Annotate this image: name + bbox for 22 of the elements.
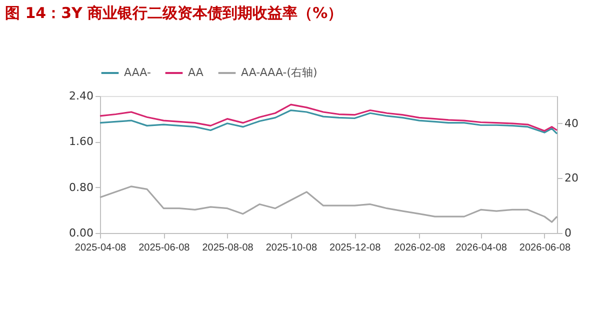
legend-label: AA-AAA-(右轴) bbox=[241, 66, 318, 79]
line-series bbox=[99, 104, 558, 132]
chart-title: 图 14：3Y 商业银行二级资本债到期收益率（%） bbox=[5, 4, 343, 22]
y-tick-label: 0.80 bbox=[69, 180, 94, 194]
y-tick-label: 1.60 bbox=[69, 135, 94, 148]
x-tick-label: 2026-04-08 bbox=[456, 242, 508, 254]
x-tick-label: 2025-08-08 bbox=[202, 242, 254, 254]
x-tick-label: 2026-02-08 bbox=[394, 242, 446, 254]
legend-label: AA bbox=[188, 66, 204, 79]
x-tick-label: 2025-04-08 bbox=[74, 242, 127, 254]
x-tick-label: 2025-12-08 bbox=[330, 242, 382, 254]
legend-label: AAA- bbox=[124, 66, 151, 79]
y2-tick-label: 20 bbox=[564, 172, 578, 185]
line-series bbox=[99, 186, 558, 223]
x-tick-label: 2025-06-08 bbox=[138, 242, 190, 254]
y-tick-label: 2.40 bbox=[69, 90, 94, 102]
y-tick-label: 0.00 bbox=[69, 226, 94, 240]
line-series bbox=[99, 109, 558, 134]
x-tick-label: 2026-06-08 bbox=[519, 242, 571, 254]
y2-tick-label: 40 bbox=[564, 116, 578, 130]
x-tick-label: 2025-10-08 bbox=[266, 242, 318, 254]
y2-tick-label: 0 bbox=[564, 226, 572, 240]
